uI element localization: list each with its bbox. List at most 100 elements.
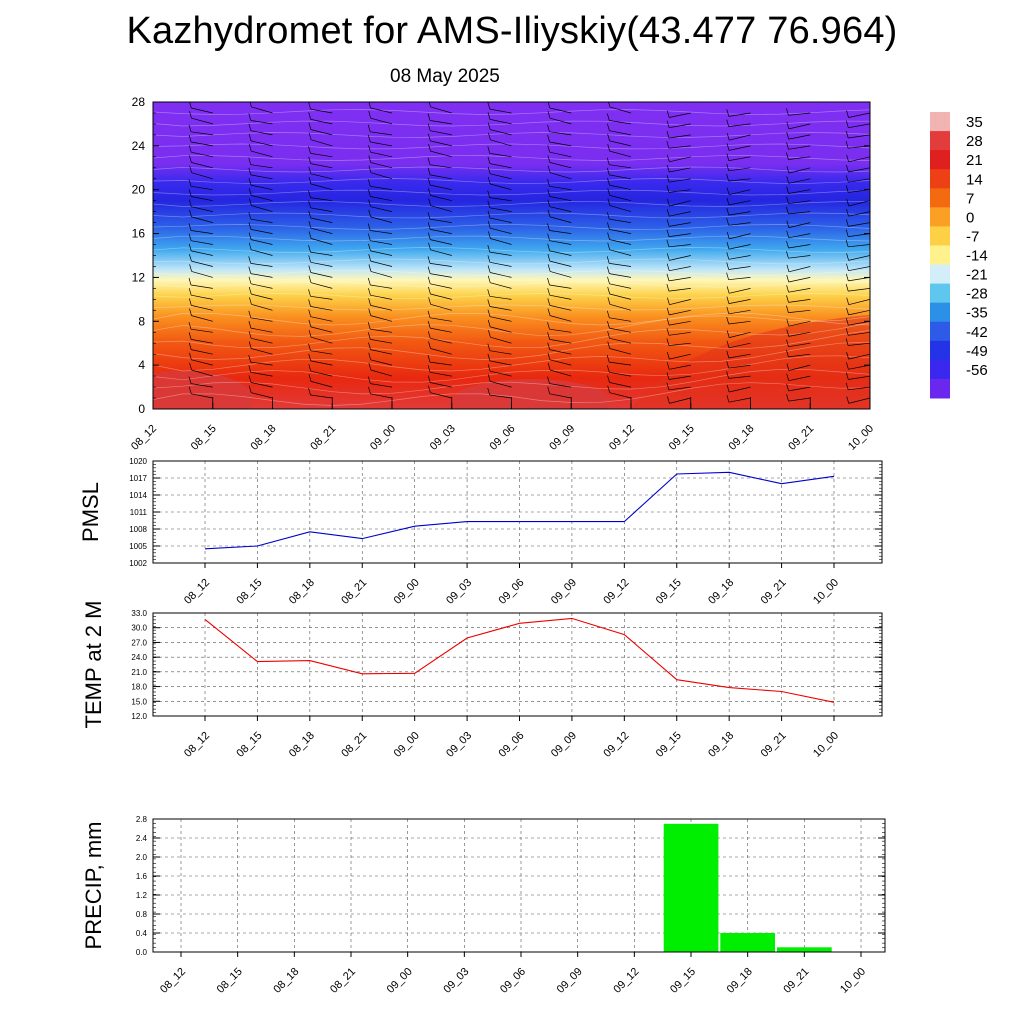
wind-barb xyxy=(429,120,452,125)
wind-barb-flag xyxy=(130,330,132,337)
wind-barb-flag xyxy=(786,305,789,313)
panel-frame xyxy=(152,460,883,564)
wind-barb xyxy=(788,112,811,116)
wind-barb-flag xyxy=(427,266,431,274)
wind-barb xyxy=(250,218,273,223)
y-tick-label: 1002 xyxy=(129,559,147,568)
wind-barb-flag xyxy=(367,134,371,143)
wind-barb-flag xyxy=(726,153,730,161)
wind-barb-flag xyxy=(487,112,491,120)
wind-barb xyxy=(729,331,751,338)
wind-barb xyxy=(191,315,213,322)
wind-barb-flag xyxy=(308,221,312,229)
wind-barb xyxy=(788,375,811,382)
wind-barb xyxy=(728,364,751,369)
wind-barb-flag xyxy=(666,273,670,281)
wind-barb xyxy=(669,123,691,129)
wind-barb-flag xyxy=(368,298,371,306)
wind-barb xyxy=(191,196,213,202)
wind-barb xyxy=(370,315,393,322)
wind-barb-flag xyxy=(845,130,849,139)
wind-barb-flag xyxy=(607,321,610,329)
wind-barb-flag xyxy=(845,229,849,237)
x-tick-label: 08_21 xyxy=(339,577,369,607)
wind-barb-flag xyxy=(188,332,192,340)
wind-barb xyxy=(669,299,691,306)
wind-barb-flag xyxy=(188,124,192,132)
wind-barb-flag xyxy=(547,322,550,330)
wind-barb-flag xyxy=(487,190,491,198)
colorbar-swatch xyxy=(930,302,950,323)
wind-barb xyxy=(848,277,870,282)
isotherm-line xyxy=(153,224,870,230)
wind-barb-flag xyxy=(188,233,192,241)
wind-barb-flag xyxy=(547,277,550,286)
wind-barb-flag xyxy=(368,264,372,272)
colorbar-label: 28 xyxy=(966,133,983,150)
wind-barb-flag xyxy=(248,266,252,274)
wind-barb-flag xyxy=(607,286,611,295)
wind-barb xyxy=(788,211,811,215)
wind-barb-flag xyxy=(428,385,431,393)
wind-barb xyxy=(668,331,691,336)
wind-barb-flag xyxy=(726,395,730,403)
wind-barb xyxy=(310,360,333,366)
wind-barb xyxy=(549,117,572,125)
wind-barb xyxy=(190,383,213,388)
wind-barb xyxy=(609,249,632,256)
wind-barb-flag xyxy=(427,256,431,264)
wind-barb xyxy=(669,353,691,360)
wind-barb-flag xyxy=(487,309,491,317)
wind-barb-flag xyxy=(308,132,312,140)
wind-barb-flag xyxy=(487,299,491,307)
wind-barb-flag xyxy=(845,219,849,227)
wind-barb xyxy=(191,393,213,399)
wind-barb-flag xyxy=(368,199,371,207)
wind-barb-flag xyxy=(666,219,670,227)
y-axis-title: PRECIP, mm xyxy=(81,822,106,950)
wind-barb xyxy=(430,205,452,212)
wind-barb xyxy=(311,238,333,245)
wind-barb-flag xyxy=(189,209,192,217)
wind-barb-flag xyxy=(308,231,312,239)
wind-barb-flag xyxy=(188,134,192,143)
wind-barb xyxy=(430,273,452,278)
wind-barb-flag xyxy=(130,211,132,218)
wind-barb xyxy=(191,339,213,344)
isotherm-line xyxy=(153,189,870,196)
wind-barb xyxy=(729,233,751,240)
isotherm-line xyxy=(153,247,870,253)
wind-barb xyxy=(848,288,870,292)
x-tick-label: 09_06 xyxy=(488,423,518,453)
wind-barb xyxy=(310,394,333,399)
wind-barb xyxy=(311,139,333,147)
wind-barb xyxy=(848,353,870,360)
wind-barb xyxy=(668,178,691,183)
wind-barb-flag xyxy=(786,285,789,293)
wind-barb-flag xyxy=(846,253,849,261)
wind-barb xyxy=(788,342,811,348)
wind-barb xyxy=(848,397,870,404)
wind-barb xyxy=(250,184,273,191)
wind-barb xyxy=(669,156,691,163)
wind-barb xyxy=(370,284,393,289)
wind-barb xyxy=(370,393,393,399)
wind-barb xyxy=(191,271,213,278)
wind-barb xyxy=(250,317,273,322)
wind-barb-flag xyxy=(248,276,252,284)
wind-barb-flag xyxy=(607,232,610,240)
wind-barb-flag xyxy=(726,361,730,369)
wind-barb-flag xyxy=(427,123,431,131)
y-tick-label: 24.0 xyxy=(131,653,147,662)
wind-barb xyxy=(370,185,393,191)
wind-barb xyxy=(250,120,273,125)
temp-2m-panel: 12.0 15.0 18.0 21.0 24.0 27.0 30.0 33.0 08_12 08_… xyxy=(81,601,883,760)
y-tick-label: 1020 xyxy=(129,457,147,466)
wind-barb-flag xyxy=(487,353,491,361)
wind-barb xyxy=(310,217,333,223)
wind-barb xyxy=(848,386,870,391)
wind-barb xyxy=(728,178,751,182)
wind-barb-flag xyxy=(188,243,192,251)
wind-barb-flag xyxy=(845,273,849,281)
